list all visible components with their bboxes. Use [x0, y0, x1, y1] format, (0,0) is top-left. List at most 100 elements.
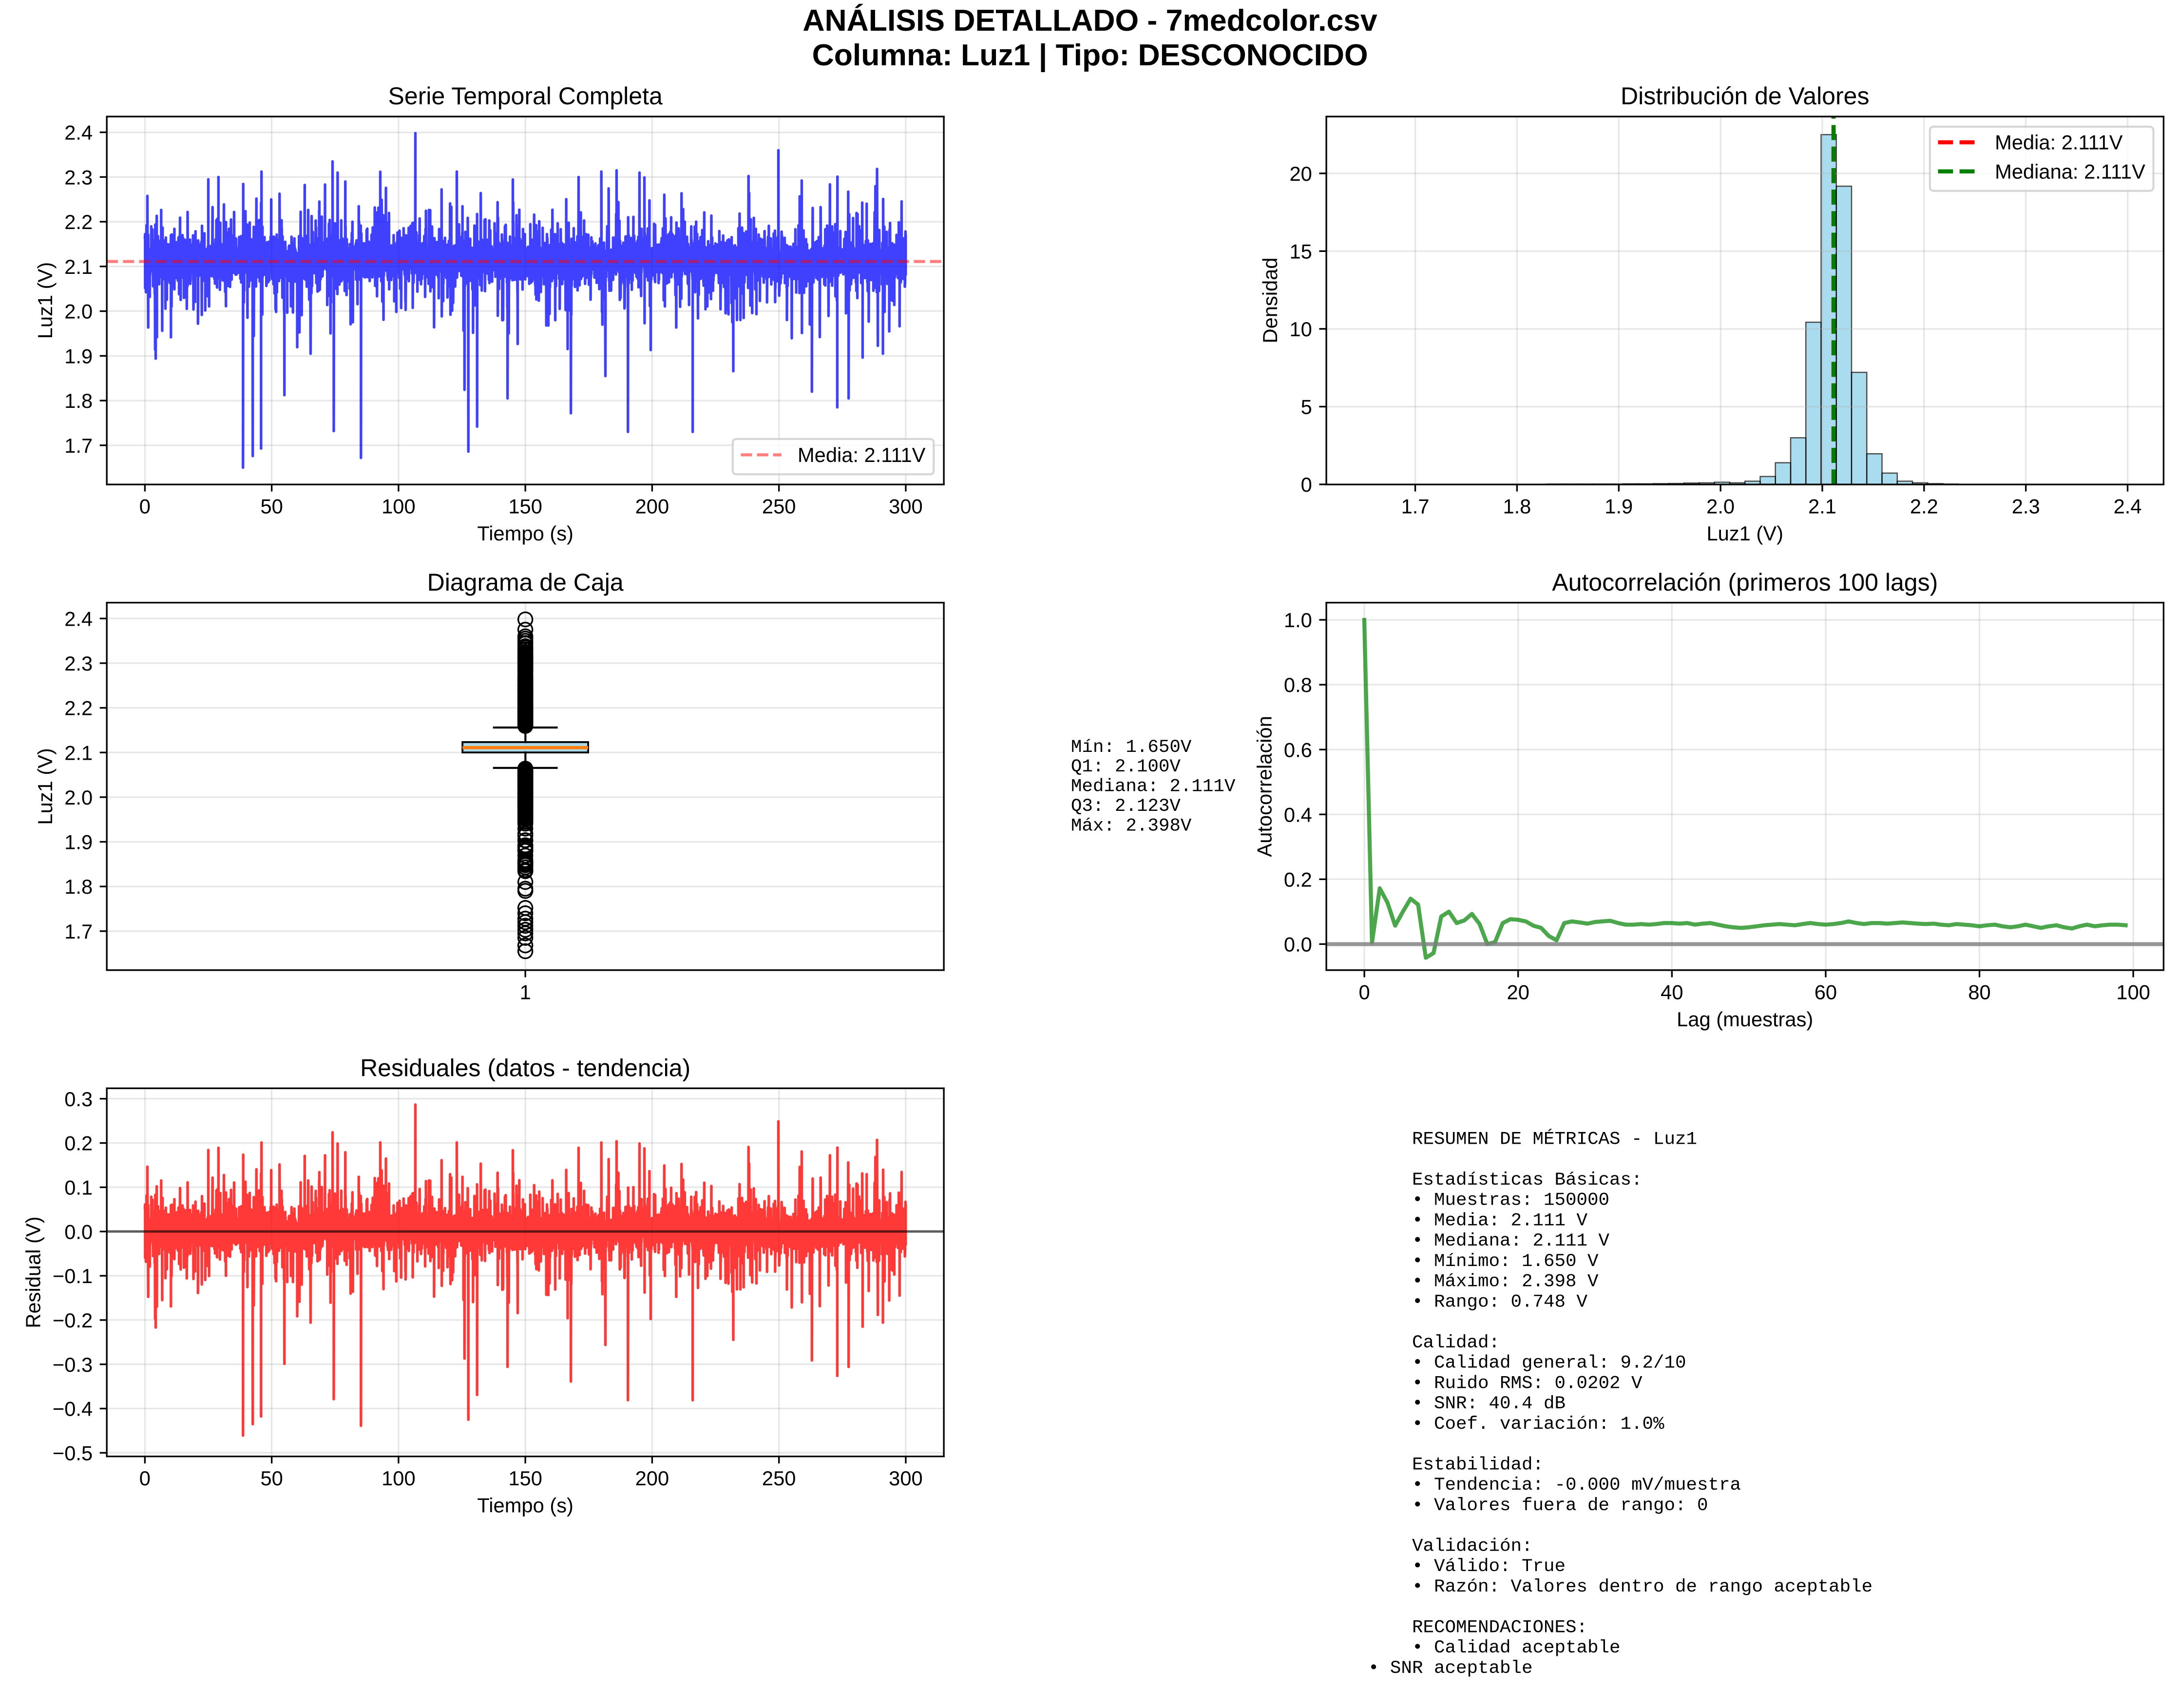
svg-text:100: 100: [382, 495, 416, 518]
svg-text:1.8: 1.8: [1503, 495, 1531, 518]
svg-text:0.1: 0.1: [64, 1176, 93, 1199]
svg-text:1.9: 1.9: [64, 345, 93, 367]
svg-text:• SNR aceptable: • SNR aceptable: [1368, 1658, 1533, 1679]
svg-text:RECOMENDACIONES:: RECOMENDACIONES:: [1368, 1617, 1587, 1638]
svg-text:40: 40: [1661, 980, 1683, 1003]
svg-text:• Muestras: 150000: • Muestras: 150000: [1368, 1190, 1609, 1211]
svg-text:1: 1: [520, 980, 531, 1003]
svg-text:Mediana: 2.111V: Mediana: 2.111V: [1995, 160, 2145, 183]
svg-text:250: 250: [762, 495, 796, 518]
svg-text:0: 0: [1301, 473, 1312, 496]
svg-text:0.6: 0.6: [1284, 738, 1312, 761]
svg-text:Autocorrelación (primeros 100: Autocorrelación (primeros 100 lags): [1552, 569, 1938, 596]
svg-text:• Razón: Valores dentro de ran: • Razón: Valores dentro de rango aceptab…: [1368, 1577, 1872, 1597]
svg-text:Diagrama de Caja: Diagrama de Caja: [427, 569, 624, 596]
svg-text:Tiempo (s): Tiempo (s): [477, 1494, 573, 1516]
svg-text:0: 0: [1359, 980, 1370, 1003]
svg-text:5: 5: [1301, 396, 1312, 419]
svg-text:0: 0: [139, 495, 151, 518]
svg-text:150: 150: [508, 1467, 542, 1490]
svg-text:Residuales (datos - tendencia): Residuales (datos - tendencia): [360, 1054, 690, 1081]
svg-text:2.2: 2.2: [64, 211, 93, 233]
svg-text:Autocorrelación: Autocorrelación: [1253, 716, 1276, 857]
svg-text:• Calidad general: 9.2/10: • Calidad general: 9.2/10: [1368, 1353, 1686, 1374]
svg-text:300: 300: [889, 1467, 923, 1490]
svg-text:2.3: 2.3: [2012, 495, 2040, 518]
svg-text:20: 20: [1289, 162, 1312, 185]
svg-text:Q1: 2.100V: Q1: 2.100V: [1071, 757, 1181, 777]
svg-text:50: 50: [260, 1467, 283, 1490]
svg-text:Serie Temporal Completa: Serie Temporal Completa: [388, 82, 663, 110]
svg-text:1.7: 1.7: [1401, 495, 1430, 518]
svg-text:0.3: 0.3: [64, 1088, 93, 1111]
svg-text:Columna: Luz1 | Tipo: DESCONOC: Columna: Luz1 | Tipo: DESCONOCIDO: [812, 38, 1368, 72]
svg-text:Media: 2.111V: Media: 2.111V: [798, 443, 926, 466]
svg-text:1.9: 1.9: [64, 831, 93, 854]
svg-text:Tiempo (s): Tiempo (s): [477, 522, 573, 545]
svg-text:2.2: 2.2: [1910, 495, 1938, 518]
svg-text:0.8: 0.8: [1284, 673, 1312, 696]
svg-text:15: 15: [1289, 240, 1312, 263]
svg-text:1.8: 1.8: [64, 389, 93, 412]
svg-text:2.4: 2.4: [64, 607, 93, 630]
svg-text:0.2: 0.2: [1284, 868, 1312, 891]
svg-text:• Rango: 0.748 V: • Rango: 0.748 V: [1368, 1292, 1588, 1312]
svg-text:• Calidad aceptable: • Calidad aceptable: [1368, 1638, 1621, 1658]
svg-text:Luz1 (V): Luz1 (V): [34, 262, 57, 339]
svg-text:1.7: 1.7: [64, 434, 93, 457]
svg-text:0.0: 0.0: [64, 1220, 93, 1243]
svg-text:100: 100: [2116, 980, 2150, 1003]
svg-text:1.9: 1.9: [1605, 495, 1633, 518]
svg-text:• Tendencia: -0.000 mV/muestra: • Tendencia: -0.000 mV/muestra: [1368, 1475, 1741, 1496]
svg-text:• Mediana: 2.111 V: • Mediana: 2.111 V: [1368, 1231, 1610, 1251]
svg-text:−0.4: −0.4: [53, 1398, 93, 1420]
svg-text:0.0: 0.0: [1284, 933, 1312, 956]
svg-text:Q3: 2.123V: Q3: 2.123V: [1071, 796, 1181, 817]
svg-text:Estabilidad:: Estabilidad:: [1368, 1455, 1544, 1475]
svg-text:Lag (muestras): Lag (muestras): [1677, 1008, 1813, 1031]
svg-text:• Mínimo: 1.650 V: • Mínimo: 1.650 V: [1368, 1251, 1599, 1272]
svg-text:−0.3: −0.3: [53, 1353, 93, 1376]
svg-text:• Máximo: 2.398 V: • Máximo: 2.398 V: [1368, 1272, 1599, 1292]
svg-text:Estadísticas Básicas:: Estadísticas Básicas:: [1368, 1170, 1643, 1190]
svg-text:2.3: 2.3: [64, 652, 93, 675]
svg-text:2.3: 2.3: [64, 166, 93, 189]
svg-text:• Válido: True: • Válido: True: [1368, 1556, 1566, 1577]
svg-text:2.1: 2.1: [1808, 495, 1836, 518]
svg-text:2.1: 2.1: [64, 255, 93, 278]
svg-text:• Valores fuera de rango: 0: • Valores fuera de rango: 0: [1368, 1496, 1708, 1516]
svg-text:100: 100: [382, 1467, 416, 1490]
svg-text:• Coef. variación: 1.0%: • Coef. variación: 1.0%: [1368, 1414, 1664, 1435]
svg-text:−0.1: −0.1: [53, 1265, 93, 1287]
svg-text:Mín: 1.650V: Mín: 1.650V: [1071, 737, 1192, 758]
svg-text:50: 50: [260, 495, 283, 518]
svg-text:2.4: 2.4: [2114, 495, 2142, 518]
svg-text:2.0: 2.0: [1706, 495, 1735, 518]
svg-text:RESUMEN DE MÉTRICAS - Luz1: RESUMEN DE MÉTRICAS - Luz1: [1368, 1129, 1697, 1150]
svg-text:1.8: 1.8: [64, 875, 93, 898]
svg-text:2.4: 2.4: [64, 121, 93, 144]
svg-text:Media: 2.111V: Media: 2.111V: [1995, 131, 2123, 154]
svg-text:200: 200: [635, 1467, 669, 1490]
svg-text:2.1: 2.1: [64, 741, 93, 764]
svg-text:Validación:: Validación:: [1368, 1536, 1533, 1556]
svg-text:Calidad:: Calidad:: [1368, 1333, 1500, 1353]
svg-text:1.7: 1.7: [64, 920, 93, 943]
svg-text:• Ruido RMS: 0.0202 V: • Ruido RMS: 0.0202 V: [1368, 1373, 1643, 1394]
svg-text:Máx: 2.398V: Máx: 2.398V: [1071, 816, 1192, 836]
svg-text:Mediana: 2.111V: Mediana: 2.111V: [1071, 777, 1236, 797]
svg-text:60: 60: [1815, 980, 1837, 1003]
svg-text:• Media: 2.111 V: • Media: 2.111 V: [1368, 1210, 1588, 1231]
svg-text:Luz1 (V): Luz1 (V): [1707, 522, 1783, 545]
svg-text:• SNR: 40.4 dB: • SNR: 40.4 dB: [1368, 1394, 1566, 1414]
svg-text:300: 300: [889, 495, 923, 518]
svg-text:20: 20: [1507, 980, 1529, 1003]
svg-text:1.0: 1.0: [1284, 609, 1312, 632]
svg-text:80: 80: [1968, 980, 1990, 1003]
svg-text:250: 250: [762, 1467, 796, 1490]
svg-text:150: 150: [508, 495, 542, 518]
svg-text:2.0: 2.0: [64, 300, 93, 323]
svg-text:10: 10: [1289, 318, 1312, 341]
svg-text:ANÁLISIS DETALLADO - 7medcolor: ANÁLISIS DETALLADO - 7medcolor.csv: [802, 3, 1377, 38]
svg-text:Residual (V): Residual (V): [22, 1216, 45, 1328]
